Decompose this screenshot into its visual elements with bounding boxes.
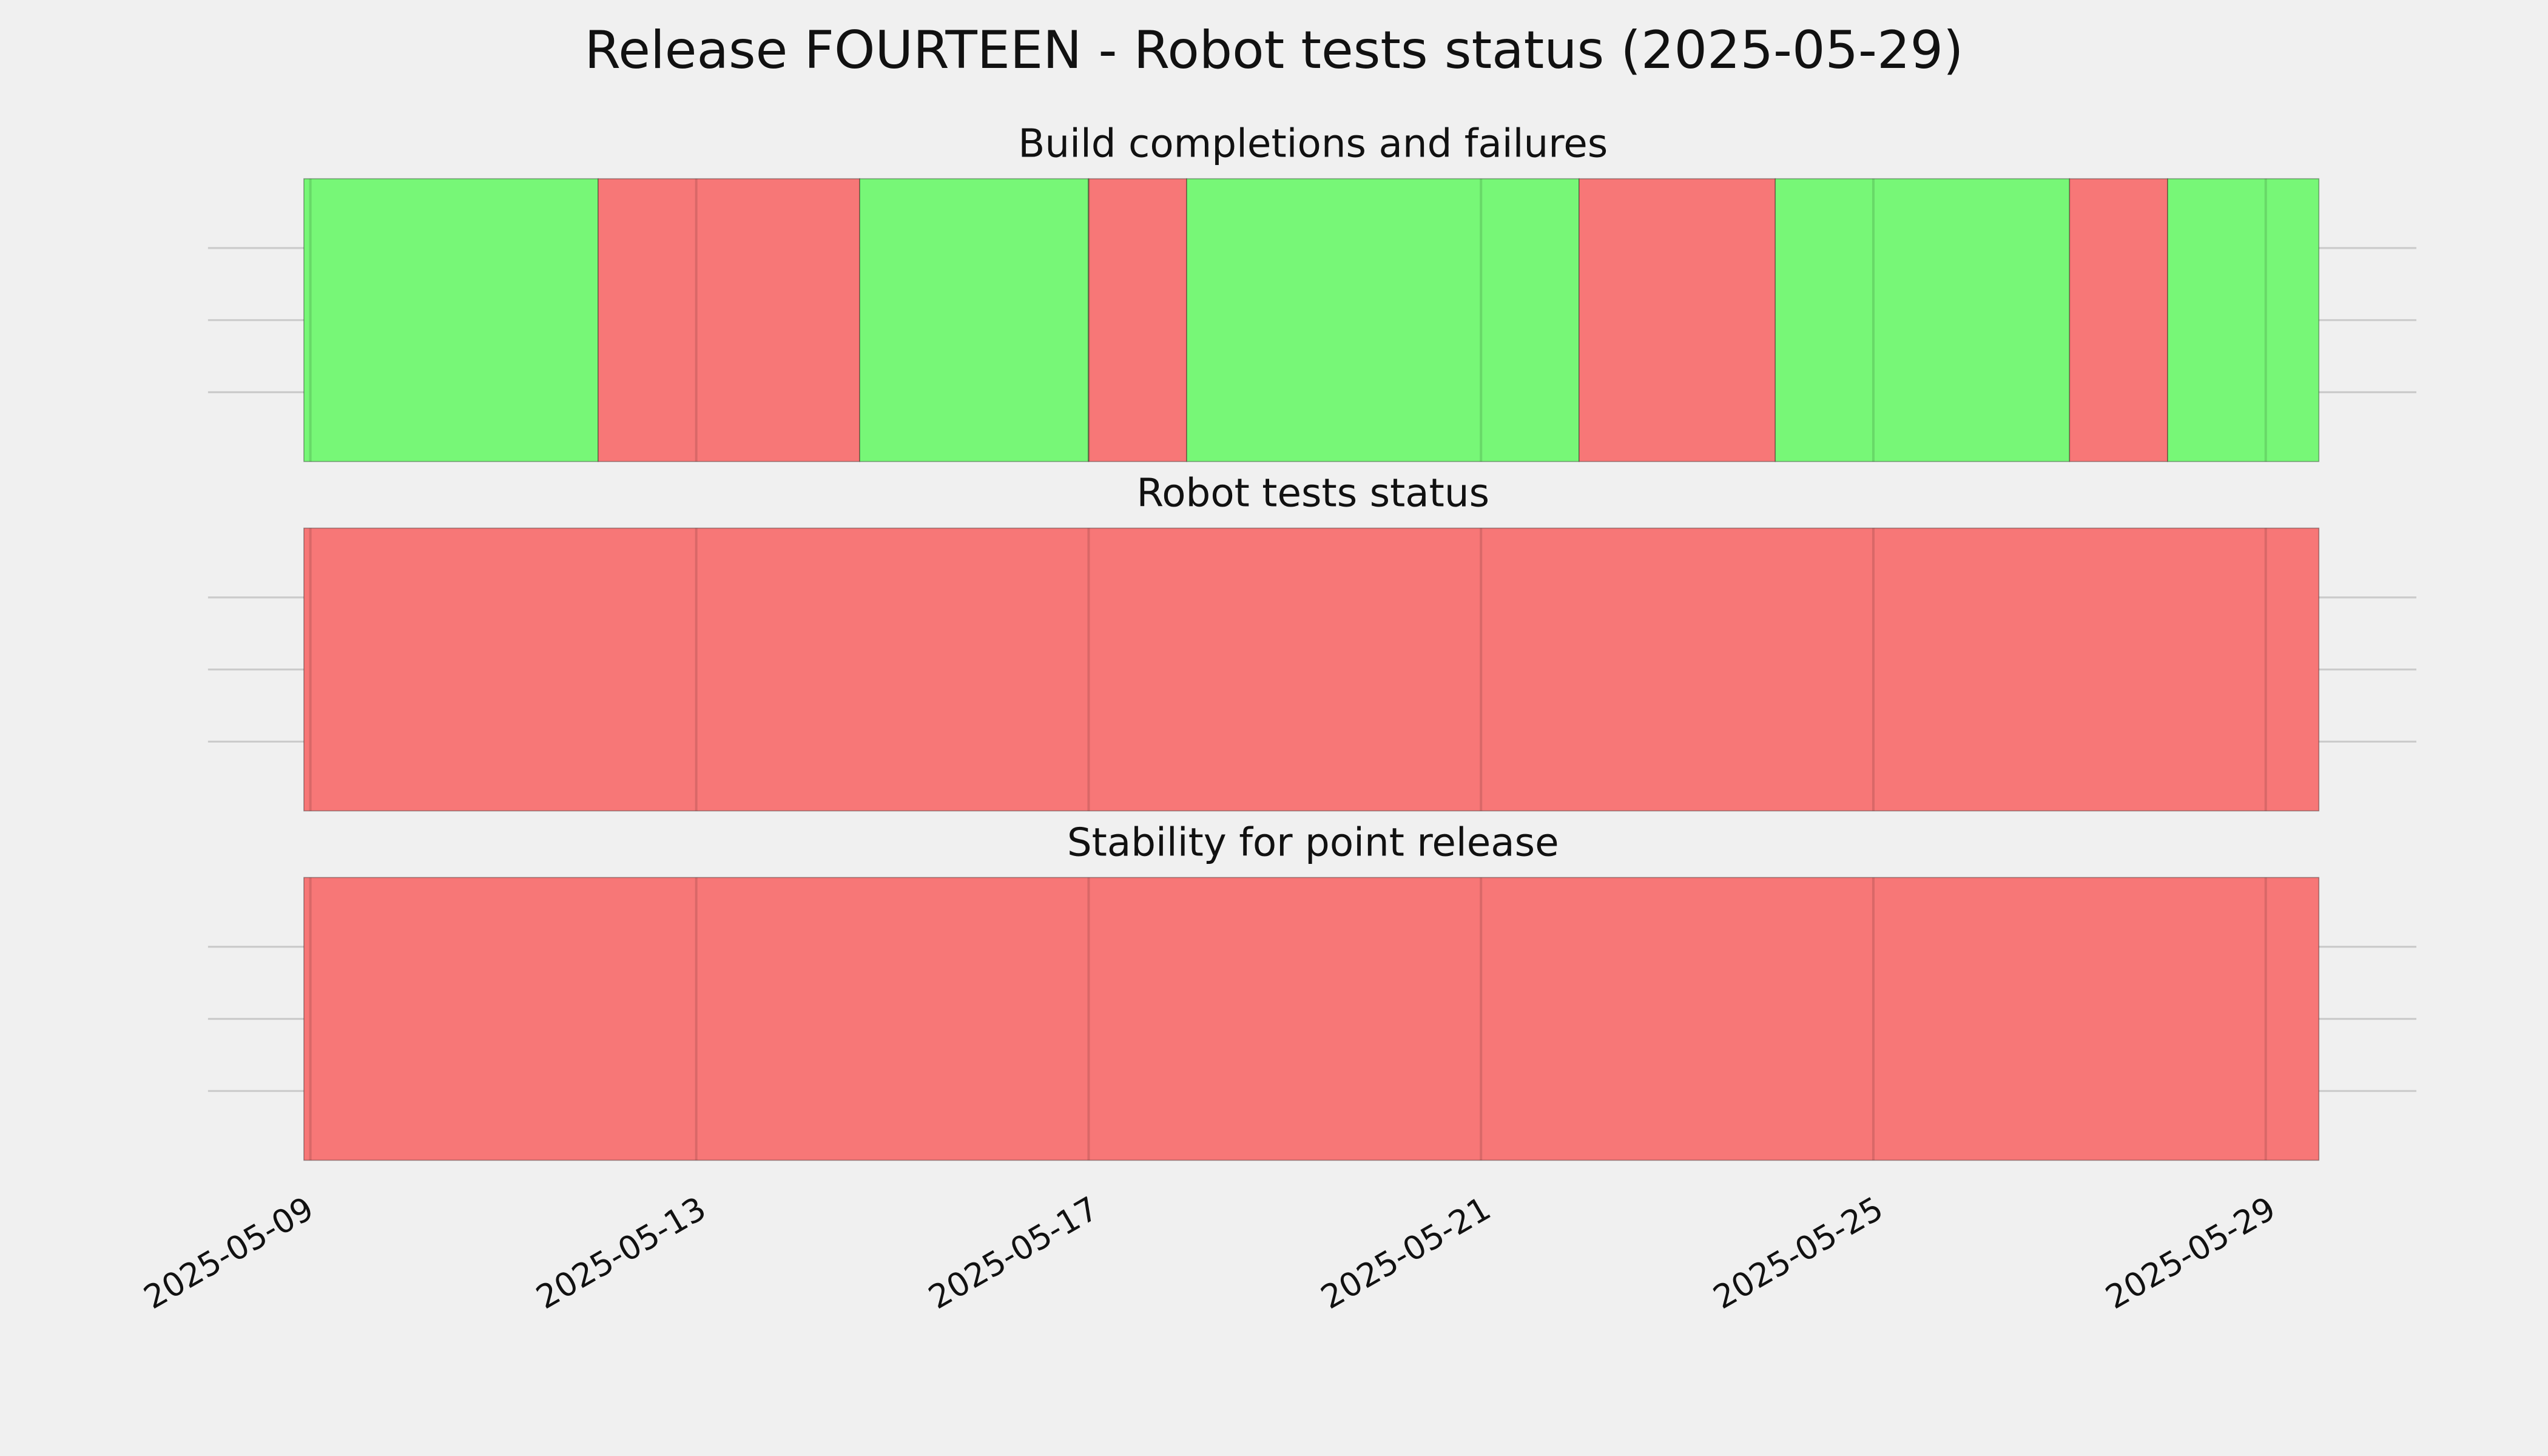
chart-title: Release FOURTEEN - Robot tests status (2… <box>585 20 1964 81</box>
status-span <box>303 877 2320 1161</box>
panel-title: Robot tests status <box>1136 471 1489 516</box>
status-span <box>1186 178 1580 462</box>
status-span <box>1088 178 1187 462</box>
panel-title: Stability for point release <box>1067 820 1559 865</box>
panel-title: Build completions and failures <box>1018 121 1608 167</box>
status-span <box>303 178 599 462</box>
status-span <box>2069 178 2168 462</box>
status-span <box>1774 178 2071 462</box>
status-span <box>598 178 860 462</box>
status-span <box>303 527 2320 812</box>
status-span <box>1579 178 1776 462</box>
status-span <box>859 178 1090 462</box>
status-span <box>2167 178 2320 462</box>
